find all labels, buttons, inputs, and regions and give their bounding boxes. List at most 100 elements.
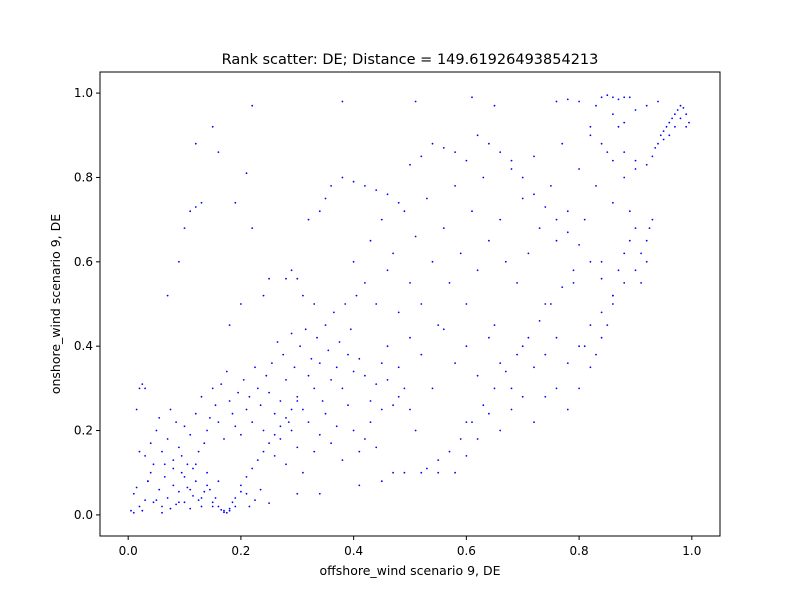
- scatter-point: [521, 395, 524, 398]
- scatter-point: [158, 417, 161, 419]
- scatter-point: [566, 408, 569, 411]
- scatter-point: [606, 94, 609, 97]
- scatter-point: [634, 227, 637, 230]
- scatter-point: [403, 387, 406, 390]
- scatter-point: [141, 509, 144, 512]
- scatter-point: [242, 379, 245, 381]
- scatter-point: [324, 324, 327, 326]
- scatter-point: [248, 505, 251, 508]
- scatter-point: [657, 100, 659, 103]
- scatter-point: [476, 269, 479, 272]
- scatter-point: [364, 185, 366, 187]
- scatter-point: [330, 442, 332, 445]
- scatter-point: [414, 235, 417, 238]
- scatter-point: [555, 100, 558, 103]
- scatter-point: [217, 151, 220, 154]
- scatter-point: [338, 341, 341, 343]
- scatter-point: [386, 379, 389, 381]
- scatter-point: [197, 450, 200, 453]
- scatter-point: [186, 486, 189, 489]
- scatter-point: [640, 252, 642, 255]
- scatter-point: [612, 159, 614, 162]
- scatter-point: [471, 96, 473, 99]
- scatter-point: [175, 503, 178, 506]
- y-axis-ticks: 0.0 0.2 0.4 0.6 0.8 1.0: [74, 86, 100, 522]
- scatter-point: [566, 98, 569, 101]
- scatter-point: [231, 412, 234, 415]
- scatter-point: [454, 151, 456, 154]
- scatter-point: [203, 490, 206, 493]
- scatter-point: [144, 387, 147, 390]
- scatter-point: [155, 499, 158, 501]
- scatter-point: [251, 421, 254, 423]
- scatter-point: [499, 218, 502, 221]
- scatter-point: [259, 404, 262, 407]
- scatter-point: [589, 324, 592, 326]
- scatter-point: [186, 463, 189, 466]
- scatter-point: [679, 104, 682, 107]
- scatter-point: [268, 502, 270, 504]
- scatter-point: [454, 471, 456, 474]
- scatter-point: [674, 125, 676, 128]
- scatter-point: [138, 505, 141, 508]
- scatter-point: [397, 366, 400, 369]
- scatter-point: [600, 336, 603, 339]
- scatter-point: [437, 459, 440, 461]
- scatter-point: [493, 324, 496, 326]
- scatter-point: [595, 353, 597, 356]
- scatter-point: [217, 480, 220, 483]
- scatter-point: [555, 239, 558, 242]
- scatter-point: [504, 370, 507, 373]
- scatter-point: [194, 463, 197, 466]
- scatter-point: [482, 404, 485, 407]
- scatter-point: [161, 505, 163, 508]
- scatter-point: [527, 252, 530, 255]
- scatter-point: [674, 113, 676, 116]
- scatter-point: [138, 450, 141, 453]
- scatter-point: [318, 362, 321, 364]
- scatter-point: [254, 499, 256, 501]
- scatter-point: [375, 446, 378, 449]
- scatter-point: [634, 159, 637, 162]
- scatter-point: [302, 471, 304, 474]
- scatter-point: [578, 387, 580, 390]
- scatter-point: [223, 509, 225, 512]
- scatter-point: [459, 252, 462, 255]
- scatter-point: [172, 467, 175, 470]
- scatter-point: [645, 104, 648, 107]
- scatter-point: [223, 511, 225, 514]
- scatter-point: [178, 490, 180, 493]
- scatter-point: [606, 324, 609, 326]
- scatter-point: [555, 336, 558, 339]
- scatter-point: [279, 438, 282, 440]
- scatter-point: [299, 345, 301, 348]
- scatter-point: [189, 210, 192, 213]
- scatter-point: [335, 425, 338, 428]
- scatter-point: [166, 294, 169, 297]
- scatter-point: [161, 450, 163, 453]
- scatter-point: [223, 438, 225, 440]
- scatter-point: [166, 438, 169, 440]
- scatter-point: [206, 484, 209, 487]
- scatter-point: [149, 442, 152, 445]
- scatter-point: [217, 421, 220, 423]
- scatter-point: [448, 450, 451, 453]
- scatter-point: [358, 484, 361, 487]
- scatter-point: [209, 417, 211, 419]
- scatter-point: [369, 421, 372, 423]
- scatter-point: [290, 429, 293, 432]
- scatter-point: [209, 488, 211, 491]
- scatter-point: [544, 353, 547, 356]
- scatter-point: [454, 185, 456, 187]
- scatter-point: [200, 505, 203, 508]
- scatter-point: [296, 395, 299, 398]
- scatter-point: [550, 185, 552, 187]
- scatter-point: [192, 467, 194, 470]
- scatter-point: [578, 168, 580, 170]
- scatter-point: [296, 277, 299, 280]
- scatter-point: [471, 421, 473, 423]
- scatter-point: [555, 387, 558, 390]
- x-tick-label: 1.0: [682, 544, 701, 558]
- scatter-point: [561, 286, 564, 288]
